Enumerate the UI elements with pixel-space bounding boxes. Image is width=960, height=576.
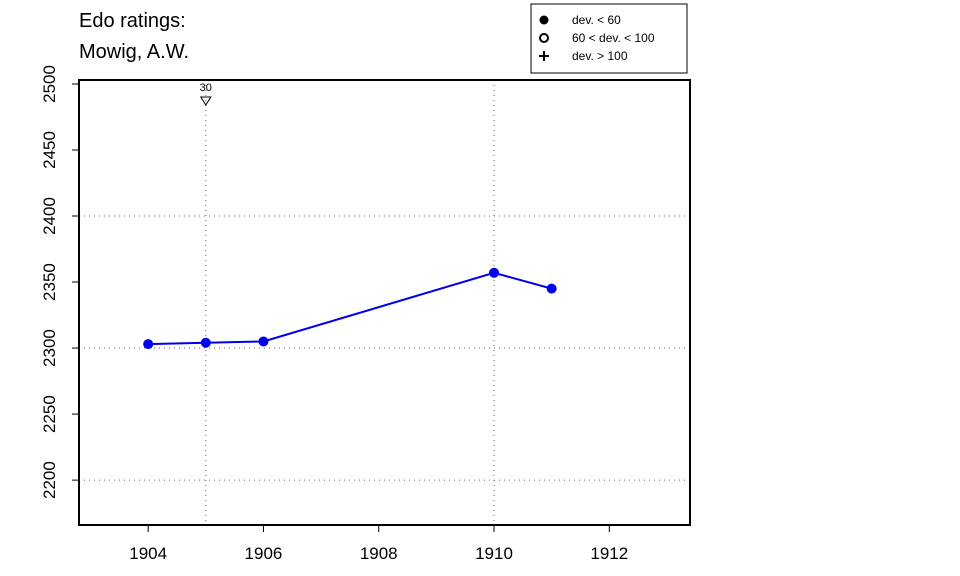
legend-label: dev. < 60 bbox=[572, 13, 621, 27]
x-tick-label: 1906 bbox=[245, 544, 283, 563]
data-point bbox=[258, 336, 269, 347]
y-tick-label: 2350 bbox=[40, 263, 59, 301]
legend-box bbox=[530, 3, 688, 74]
annotation-label: 30 bbox=[200, 82, 212, 94]
y-tick-label: 2400 bbox=[40, 197, 59, 235]
data-point bbox=[546, 283, 557, 294]
legend-symbol-plus bbox=[539, 51, 549, 61]
annotations: 30 bbox=[199, 82, 212, 106]
down-triangle-marker bbox=[199, 96, 212, 106]
grid bbox=[79, 80, 690, 525]
legend-symbol-filled-circle bbox=[539, 15, 549, 25]
x-tick-label: 1910 bbox=[475, 544, 513, 563]
y-tick-label: 2250 bbox=[40, 395, 59, 433]
chart-title: Edo ratings: Mowig, A.W. bbox=[79, 10, 189, 63]
x-tick-label: 1904 bbox=[129, 544, 167, 563]
x-tick-label: 1912 bbox=[590, 544, 628, 563]
y-tick-label: 2500 bbox=[40, 65, 59, 103]
legend-label: dev. > 100 bbox=[572, 49, 628, 63]
y-tick-label: 2450 bbox=[40, 131, 59, 169]
data-point bbox=[143, 339, 154, 350]
x-tick-label: 1908 bbox=[360, 544, 398, 563]
y-tick-label: 2300 bbox=[40, 329, 59, 367]
title-line-2: Mowig, A.W. bbox=[79, 41, 189, 63]
legend: dev. < 60 60 < dev. < 100 dev. > 100 bbox=[530, 3, 688, 74]
axes: 1904 1906 1908 1910 1912 2200 2250 2300 2350 2400… bbox=[40, 65, 628, 563]
series bbox=[143, 267, 557, 350]
y-tick-label: 2200 bbox=[40, 461, 59, 499]
legend-label: 60 < dev. < 100 bbox=[572, 31, 655, 45]
legend-symbol-open-circle bbox=[539, 33, 549, 43]
rating-line bbox=[148, 271, 552, 346]
data-point bbox=[489, 267, 500, 278]
data-point bbox=[200, 337, 211, 348]
plot-frame bbox=[78, 79, 691, 526]
title-line-1: Edo ratings: bbox=[79, 10, 186, 32]
